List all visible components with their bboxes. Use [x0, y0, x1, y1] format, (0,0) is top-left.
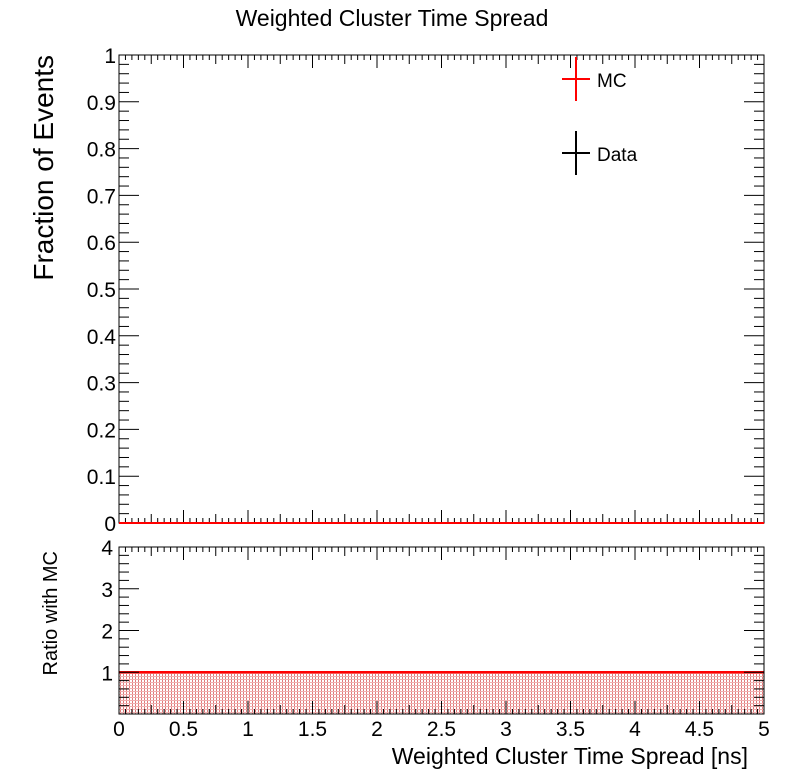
legend: MC Data — [562, 57, 638, 175]
main-y-tick-label: 0.9 — [87, 92, 116, 115]
ratio-x-tick-label: 4.5 — [685, 718, 714, 741]
main-y-ticks: 0 0.1 0.2 0.3 0.4 0.5 0.6 0.7 0.8 0.9 1 — [87, 45, 764, 536]
main-x-ticks — [118, 55, 765, 523]
chart-title: Weighted Cluster Time Spread — [236, 5, 549, 31]
ratio-y-ticks: 1 2 3 4 — [101, 537, 764, 715]
legend-entry-mc: MC — [562, 57, 627, 101]
ratio-x-tick-label: 0.5 — [169, 718, 198, 741]
main-y-tick-label: 0.4 — [87, 326, 117, 349]
ratio-x-tick-label: 4 — [629, 718, 641, 741]
ratio-plot-panel: 0 0.5 1 1.5 2 2.5 3 3.5 4 4.5 5 1 2 3 4 Ratio with MC… — [40, 537, 770, 769]
ratio-y-tick-label: 1 — [101, 662, 113, 685]
main-y-tick-label: 0.7 — [87, 185, 116, 208]
ratio-y-tick-label: 2 — [101, 621, 113, 644]
main-plot-frame — [118, 54, 765, 524]
main-y-tick-label: 0.5 — [87, 279, 116, 302]
ratio-x-tick-label: 2.5 — [427, 718, 456, 741]
ratio-x-tick-label: 5 — [758, 718, 770, 741]
main-y-tick-label: 0.3 — [87, 373, 116, 396]
ratio-x-tick-label: 1 — [242, 718, 254, 741]
x-axis-label: Weighted Cluster Time Spread [ns] — [392, 743, 748, 769]
legend-mc-label: MC — [597, 71, 627, 92]
main-y-tick-label: 0.1 — [87, 466, 116, 489]
ratio-y-tick-label: 4 — [101, 537, 113, 560]
legend-entry-data: Data — [562, 131, 638, 175]
ratio-y-tick-label: 3 — [101, 579, 113, 602]
ratio-x-ticks: 0 0.5 1 1.5 2 2.5 3 3.5 4 4.5 5 — [113, 547, 770, 741]
main-y-tick-label: 1 — [104, 45, 116, 68]
main-y-tick-label: 0 — [104, 513, 116, 536]
ratio-y-axis-label: Ratio with MC — [40, 551, 62, 675]
ratio-x-tick-label: 3 — [500, 718, 512, 741]
ratio-x-tick-label: 1.5 — [298, 718, 327, 741]
main-y-tick-label: 0.6 — [87, 232, 116, 255]
main-y-tick-label: 0.8 — [87, 139, 116, 162]
legend-data-label: Data — [597, 145, 638, 166]
ratio-x-tick-label: 3.5 — [556, 718, 585, 741]
main-y-tick-label: 0.2 — [87, 419, 116, 442]
main-plot-panel: 0 0.1 0.2 0.3 0.4 0.5 0.6 0.7 0.8 0.9 1 Fraction o… — [28, 45, 765, 536]
main-y-axis-label: Fraction of Events — [28, 55, 59, 281]
ratio-x-tick-label: 2 — [371, 718, 383, 741]
ratio-x-tick-label: 0 — [113, 718, 125, 741]
